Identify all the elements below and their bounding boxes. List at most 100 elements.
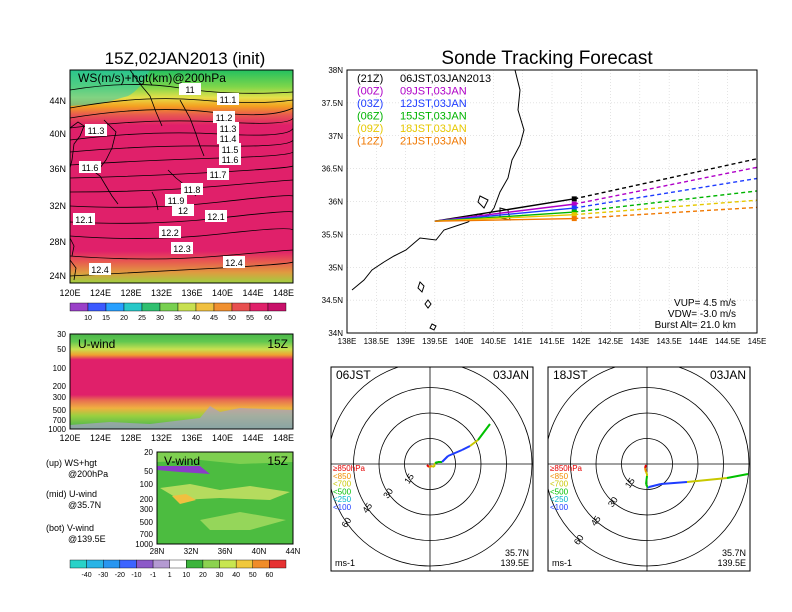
hodo-date: 03JAN [710, 368, 746, 382]
contour-label-bg [223, 256, 245, 268]
left-title: 15Z,02JAN2013 (init) [105, 49, 266, 68]
hodo-pressure-legend: ≥850hPa [333, 464, 366, 473]
launch-legend: (21Z) 06JST,03JAN2013 (00Z) 09JST,03JAN (03Z… [357, 73, 491, 148]
ws-colorbar-tick: 25 [138, 315, 146, 322]
flight-param: VUP= 4.5 m/s [674, 298, 736, 309]
wind-colorbar-tick: 60 [265, 572, 273, 579]
ws-colorbar-tick: 10 [84, 315, 92, 322]
ws-lon-tick: 120E [59, 288, 80, 298]
ws-lon-axis: 120E 124E 128E 132E 136E 140E 144E 148E [59, 288, 294, 298]
wind-colorbar: -40 -30 -20 -10 -1 1 10 20 30 40 50 60 [69, 559, 287, 579]
contour-label-bg [219, 153, 241, 165]
track-ascent [434, 217, 575, 222]
hodo-time: 06JST [336, 368, 371, 382]
hodo-pressure-legend: <850 [550, 472, 569, 481]
launch-jst: 06JST,03JAN2013 [400, 73, 491, 85]
vwind-time: 15Z [267, 454, 288, 468]
hodo-pressure-legend: ≥850hPa [550, 464, 583, 473]
ws-lat-tick: 28N [49, 237, 66, 247]
hodo-lon: 139.5E [500, 558, 529, 568]
contour-label-bg [205, 210, 227, 222]
wind-colorbar-tick: 20 [199, 572, 207, 579]
contour-label-bg [159, 226, 181, 238]
uwind-lon-tick: 124E [90, 433, 111, 443]
contour-label-bg [179, 83, 201, 95]
ws-lat-tick: 40N [49, 129, 66, 139]
hodo-wind-segment [644, 467, 647, 473]
launch-jst: 15JST,03JAN [400, 111, 467, 123]
launch-jst: 09JST,03JAN [400, 86, 467, 98]
vwind-lat-tick: 36N [218, 547, 233, 556]
hodo-wind-segment [434, 461, 439, 464]
contour-label: 12.1 [75, 215, 93, 225]
tracking-grid [347, 70, 757, 333]
hodo-ring-label: 60 [339, 516, 353, 530]
tracking-lat-tick: 36N [328, 198, 343, 207]
ws-colorbar-tick: 40 [192, 315, 200, 322]
wind-colorbar-tick: -40 [82, 572, 92, 579]
ws-colorbar: 10 15 20 25 30 35 40 45 50 55 60 [69, 302, 287, 322]
ws-lat-tick: 32N [49, 201, 66, 211]
contour-label-bg [89, 263, 111, 275]
wind-colorbar-swatch [202, 559, 220, 569]
tracking-lon-tick: 140E [455, 337, 474, 346]
wind-colorbar-swatch [103, 559, 121, 569]
tracking-lon-tick: 138.5E [364, 337, 389, 346]
hodo-wind-segment [469, 439, 479, 447]
contour-label-bg [79, 161, 101, 173]
contour-label: 11.4 [220, 134, 237, 144]
track-descent [574, 177, 757, 209]
legend-line: (mid) U-wind [46, 489, 97, 499]
launch-utc: (03Z) [357, 98, 383, 110]
ws-colorbar-swatch [123, 302, 143, 312]
tracking-lon-tick: 142E [572, 337, 591, 346]
contour-label: 11.3 [88, 126, 105, 136]
wind-colorbar-swatch [69, 559, 87, 569]
hodo-pressure-legend: <250 [550, 495, 569, 504]
hodo-wind-segment [726, 473, 749, 479]
wind-colorbar-swatch [252, 559, 270, 569]
ws-colorbar-swatch [105, 302, 125, 312]
hodo-lat: 35.7N [505, 548, 529, 558]
uwind-p-tick: 200 [53, 382, 67, 391]
uwind-lon-tick: 128E [120, 433, 141, 443]
tracking-lat-tick: 34N [328, 329, 343, 338]
contour-label: 12.3 [173, 244, 191, 254]
uwind-lon-tick: 148E [273, 433, 294, 443]
ws-colorbar-swatch [141, 302, 161, 312]
hodo-lat: 35.7N [722, 548, 746, 558]
legend-line: @200hPa [68, 469, 108, 479]
uwind-p-tick: 50 [57, 345, 66, 354]
ws-colorbar-swatch [231, 302, 251, 312]
ws-colorbar-swatch [249, 302, 269, 312]
wind-colorbar-swatch [136, 559, 154, 569]
uwind-lon-axis: 120E 124E 128E 132E 136E 140E 144E 148E [59, 433, 294, 443]
track-descent [574, 199, 757, 216]
vwind-neg-core [157, 466, 210, 474]
uwind-p-tick: 1000 [48, 425, 66, 434]
ws-colorbar-tick: 30 [156, 315, 164, 322]
hodo-ring-label: 45 [360, 501, 374, 515]
vwind-frame [156, 451, 294, 545]
contour-label: 11.6 [82, 163, 99, 173]
ws-lon-tick: 132E [151, 288, 172, 298]
vwind-lower-band [200, 512, 286, 530]
tracking-lon-axis: 138E 138.5E 139E 139.5E 140E 140.5E 141E 141.5E… [338, 337, 767, 346]
vwind-pos-band [160, 484, 290, 500]
ws-colorbar-tick: 20 [120, 315, 128, 322]
track-descent [574, 166, 757, 205]
contour-label-bg [217, 93, 239, 105]
ws-colorbar-tick: 50 [228, 315, 236, 322]
launch-utc: (09Z) [357, 123, 383, 135]
vwind-p-tick: 20 [144, 448, 153, 457]
launch-jst: 21JST,03JAN [400, 136, 467, 148]
ws-colorbar-swatch [213, 302, 233, 312]
contour-label: 12.2 [161, 228, 179, 238]
uwind-time: 15Z [267, 337, 288, 351]
contour-label-bg [172, 204, 194, 216]
legend-line: @139.5E [68, 534, 106, 544]
uwind-lon-tick: 136E [181, 433, 202, 443]
tracking-lat-axis: 38N 37.5N 37N 36.5N 36N 35.5N 35N 34.5N 34N [322, 66, 344, 338]
